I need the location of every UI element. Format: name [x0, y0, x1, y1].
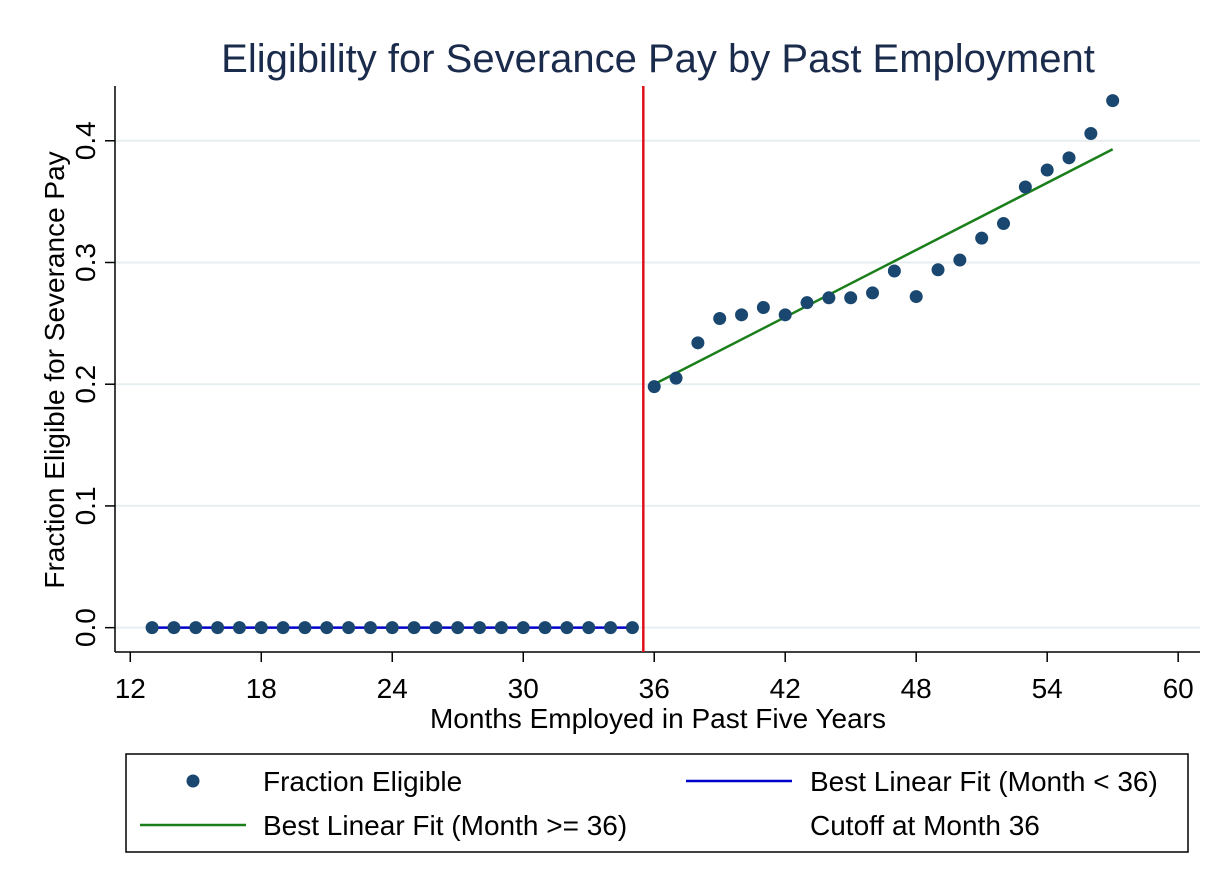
- data-point: [451, 621, 465, 635]
- data-point: [1018, 180, 1032, 194]
- x-tick-label: 18: [246, 673, 277, 704]
- data-point: [298, 621, 312, 635]
- chart-title: Eligibility for Severance Pay by Past Em…: [221, 37, 1095, 81]
- data-point: [669, 371, 683, 385]
- x-tick-label: 30: [508, 673, 539, 704]
- data-point: [691, 336, 705, 350]
- plot-marks: [145, 86, 1120, 652]
- data-point: [735, 308, 749, 322]
- legend-label-fit-ge-36: Best Linear Fit (Month >= 36): [263, 810, 627, 841]
- data-point: [145, 621, 159, 635]
- data-point: [625, 621, 639, 635]
- data-point: [909, 290, 923, 304]
- data-point: [1040, 163, 1054, 177]
- x-tick-label: 48: [901, 673, 932, 704]
- x-axis-title: Months Employed in Past Five Years: [430, 703, 886, 734]
- legend: Fraction Eligible Best Linear Fit (Month …: [125, 753, 1189, 853]
- data-point: [822, 291, 836, 305]
- data-point: [647, 380, 661, 394]
- data-point: [997, 217, 1011, 231]
- x-tick-label: 54: [1032, 673, 1063, 704]
- data-point: [254, 621, 268, 635]
- data-point: [887, 264, 901, 278]
- y-tick-label: 0.3: [70, 243, 101, 282]
- data-point: [844, 291, 858, 305]
- data-point: [866, 286, 880, 300]
- data-point: [713, 311, 727, 325]
- data-point: [1062, 151, 1076, 165]
- data-point: [407, 621, 421, 635]
- x-tick-label: 12: [115, 673, 146, 704]
- legend-label-fraction-eligible: Fraction Eligible: [263, 766, 462, 797]
- data-point: [167, 621, 181, 635]
- data-point: [276, 621, 290, 635]
- data-point: [385, 621, 399, 635]
- x-tick-label: 60: [1163, 673, 1194, 704]
- data-point: [800, 296, 814, 310]
- fit-line-month-ge-36: [653, 148, 1114, 386]
- data-point: [232, 621, 246, 635]
- x-tick-label: 24: [377, 673, 408, 704]
- data-point: [975, 231, 989, 245]
- y-tick-label: 0.2: [70, 365, 101, 404]
- x-tick-label: 42: [770, 673, 801, 704]
- data-point: [516, 621, 530, 635]
- y-tick-label: 0.1: [70, 486, 101, 525]
- data-point: [1106, 94, 1120, 108]
- data-point: [211, 621, 225, 635]
- data-point: [604, 621, 618, 635]
- data-point: [342, 621, 356, 635]
- data-point: [363, 621, 377, 635]
- data-point: [429, 621, 443, 635]
- data-point: [953, 253, 967, 267]
- data-point: [582, 621, 596, 635]
- data-point: [1084, 126, 1098, 140]
- data-point: [756, 301, 770, 315]
- axes: 0.0 0.1 0.2 0.3 0.4 12 18 24 30 36 42 48 54 60: [70, 86, 1200, 704]
- y-axis-title: Fraction Eligible for Severance Pay: [39, 151, 70, 588]
- data-point: [494, 621, 508, 635]
- data-point: [931, 263, 945, 277]
- legend-marker-fraction-eligible: [186, 774, 200, 788]
- data-point: [778, 308, 792, 322]
- data-point: [538, 621, 552, 635]
- x-tick-label: 36: [639, 673, 670, 704]
- data-point: [473, 621, 487, 635]
- data-point: [320, 621, 334, 635]
- y-tick-label: 0.0: [70, 608, 101, 647]
- legend-box: [125, 753, 1189, 853]
- data-point: [189, 621, 203, 635]
- legend-label-fit-lt-36: Best Linear Fit (Month < 36): [810, 766, 1158, 797]
- data-point: [560, 621, 574, 635]
- y-tick-label: 0.4: [70, 121, 101, 160]
- legend-label-cutoff: Cutoff at Month 36: [810, 810, 1040, 841]
